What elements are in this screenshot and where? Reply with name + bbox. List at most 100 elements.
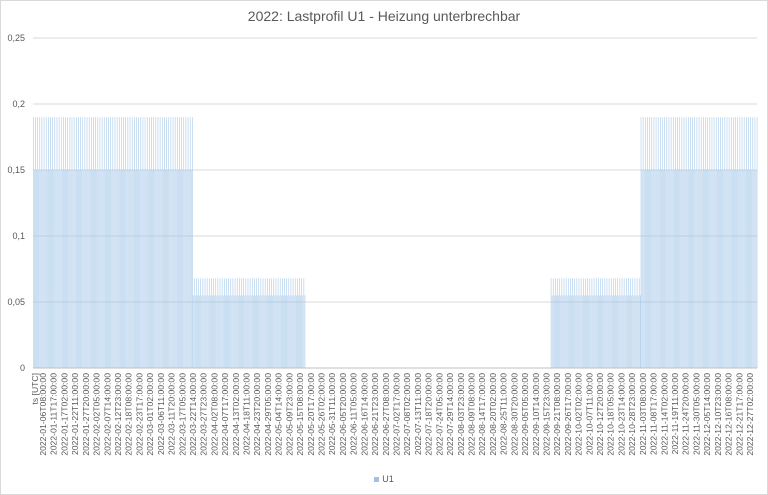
bar-u1 (649, 117, 650, 368)
bar-u1 (183, 117, 185, 368)
x-tick-label: 2022-06-11T05:00:00 (349, 373, 359, 455)
bar-u1 (721, 170, 722, 368)
bar-u1 (51, 170, 52, 368)
bar-u1 (49, 170, 50, 368)
bar-u1 (627, 295, 628, 368)
bar-u1 (179, 117, 180, 368)
bar-u1 (165, 170, 166, 368)
bar-u1 (617, 278, 619, 368)
bar-u1 (243, 278, 244, 368)
bar-u1 (108, 117, 109, 368)
bar-u1 (85, 170, 87, 368)
bar-u1 (151, 117, 152, 368)
bar-u1 (297, 278, 298, 368)
x-tick-label: 2022-05-26T02:00:00 (317, 373, 327, 456)
bar-u1 (671, 170, 673, 368)
bar-u1 (260, 278, 262, 368)
bar-u1 (735, 117, 736, 368)
x-tick-label: 2022-12-21T17:00:00 (734, 373, 744, 456)
bar-u1 (601, 295, 602, 368)
x-tick-label: 2022-08-25T11:00:00 (499, 373, 509, 455)
bar-u1 (300, 295, 301, 368)
bar-u1 (147, 170, 149, 368)
bar-u1 (64, 170, 65, 368)
bar-u1 (69, 117, 71, 368)
bar-u1 (628, 278, 629, 368)
bar-u1 (302, 295, 304, 368)
bar-u1 (624, 295, 626, 368)
bar-u1 (635, 295, 637, 368)
legend-swatch-u1 (374, 477, 380, 483)
bar-u1 (146, 117, 148, 368)
bar-u1 (680, 170, 682, 368)
bar-u1 (75, 117, 77, 368)
bar-u1 (190, 170, 192, 368)
bar-u1 (214, 295, 215, 368)
bar-u1 (581, 295, 583, 368)
x-tick-label: 2022-12-05T14:00:00 (702, 373, 712, 456)
bar-u1 (738, 170, 740, 368)
bar-u1 (43, 117, 45, 368)
bar-u1 (591, 278, 593, 368)
x-tick-label: 2022-03-17T05:00:00 (177, 373, 187, 456)
bar-u1 (678, 170, 679, 368)
bar-u1 (102, 170, 104, 368)
bar-u1 (605, 295, 607, 368)
bar-u1 (201, 295, 203, 368)
bar-u1 (159, 117, 161, 368)
bar-u1 (181, 117, 182, 368)
bar-u1 (44, 170, 46, 368)
bar-u1 (123, 117, 124, 368)
bar-u1 (271, 278, 272, 368)
bar-u1 (257, 295, 258, 368)
x-tick-label: 2022-09-15T23:00:00 (542, 373, 552, 456)
bar-u1 (726, 117, 728, 368)
bar-u1 (206, 278, 208, 368)
bar-u1 (256, 278, 257, 368)
bar-u1 (258, 278, 260, 368)
bar-u1 (739, 117, 741, 368)
bar-u1 (244, 295, 246, 368)
bar-u1 (681, 117, 683, 368)
bar-u1 (88, 117, 90, 368)
bar-u1 (247, 278, 249, 368)
bar-u1 (66, 170, 67, 368)
bar-u1 (639, 295, 641, 368)
bar-u1 (607, 295, 609, 368)
x-tick-label: 2022-11-14T02:00:00 (659, 373, 669, 455)
bar-u1 (140, 117, 142, 368)
bar-u1 (220, 295, 222, 368)
bar-u1 (570, 278, 571, 368)
bar-u1 (103, 117, 105, 368)
bar-u1 (661, 170, 662, 368)
bar-u1 (235, 295, 237, 368)
bar-u1 (33, 117, 34, 368)
bar-u1 (233, 295, 235, 368)
bar-u1 (674, 170, 675, 368)
bar-u1 (158, 170, 160, 368)
bar-u1 (67, 117, 69, 368)
bar-u1 (121, 117, 122, 368)
x-tick-label: 2022-02-23T17:00:00 (134, 373, 144, 456)
bar-u1 (92, 170, 93, 368)
x-tick-label: 2022-08-30T20:00:00 (509, 373, 519, 456)
bar-u1 (587, 278, 588, 368)
bar-u1 (632, 278, 634, 368)
bar-u1 (176, 117, 178, 368)
y-tick-label: 0,15 (7, 165, 25, 175)
bar-u1 (248, 295, 250, 368)
bar-u1 (58, 117, 60, 368)
bar-u1 (577, 295, 579, 368)
bar-u1 (40, 170, 42, 368)
bar-u1 (79, 170, 80, 368)
bar-u1 (636, 278, 638, 368)
bar-u1 (110, 117, 111, 368)
bar-u1 (689, 170, 690, 368)
bar-u1 (263, 295, 265, 368)
bar-u1 (173, 170, 175, 368)
x-tick-label: 2022-02-02T05:00:00 (92, 373, 102, 456)
x-tick-label: 2022-06-05T20:00:00 (338, 373, 348, 456)
bar-u1 (154, 170, 156, 368)
bar-u1 (267, 278, 268, 368)
bar-u1 (184, 170, 186, 368)
